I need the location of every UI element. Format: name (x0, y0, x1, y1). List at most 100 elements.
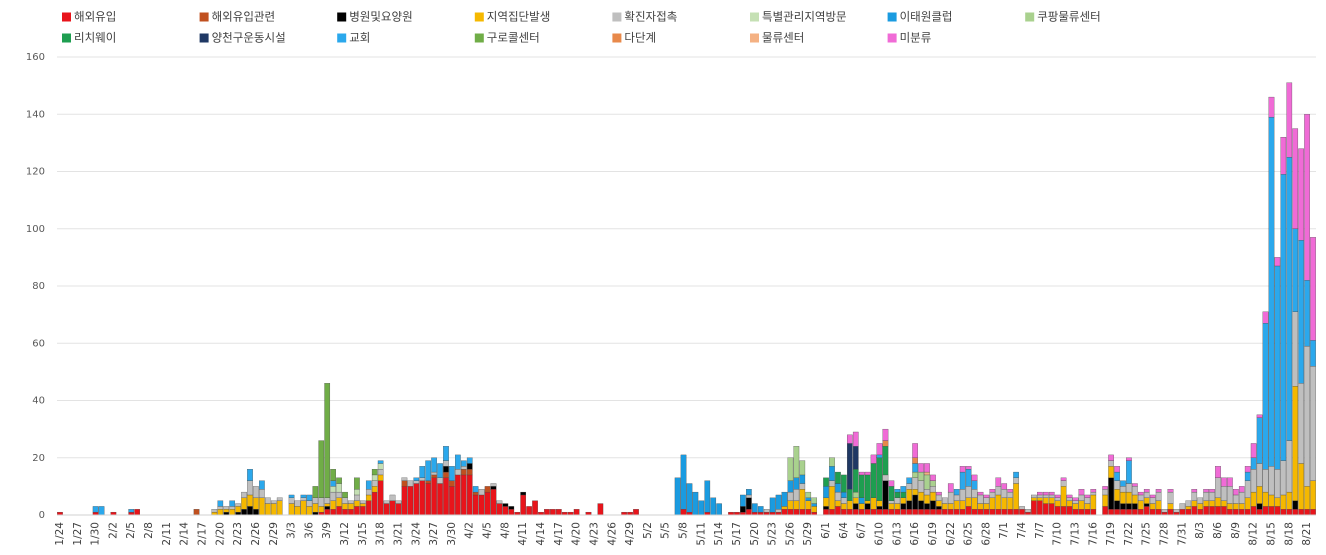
bar-segment (924, 471, 930, 476)
bar-segment (936, 509, 942, 516)
bar-segment (805, 509, 812, 516)
bar-segment (342, 503, 348, 510)
bar-segment (1143, 489, 1150, 493)
bar-segment (1256, 509, 1263, 516)
bar-segment (1048, 503, 1055, 516)
legend-swatch (199, 33, 209, 43)
bar-segment (1037, 494, 1043, 498)
bar-segment (1185, 509, 1192, 516)
bar-segment (995, 509, 1002, 516)
bar-segment (472, 486, 479, 493)
bar-segment (330, 486, 336, 493)
bar-segment (478, 489, 485, 496)
x-tick-label: 5/14 (713, 522, 725, 546)
bar-segment (781, 506, 788, 510)
bar-segment (1114, 500, 1120, 510)
x-tick-label: 8/12 (1248, 522, 1260, 546)
bar-segment (1161, 509, 1168, 513)
x-tick-label: 2/8 (143, 522, 155, 539)
bar-segment (930, 509, 936, 516)
bar-segment (1031, 500, 1037, 516)
bar-segment (1037, 497, 1043, 501)
bar-segment (460, 460, 467, 467)
bar-segment (1042, 497, 1049, 504)
bar-segment (965, 469, 972, 487)
bar-segment (294, 506, 301, 516)
bar-segment (354, 489, 360, 496)
legend-swatch (612, 12, 622, 22)
bar-segment (864, 500, 871, 504)
bar-segment (1066, 506, 1073, 516)
bar-segment (852, 446, 859, 470)
bar-segment (437, 483, 443, 516)
bar-segment (882, 480, 889, 510)
bar-segment (1120, 486, 1126, 493)
legend-label: 해외유입관련 (212, 10, 275, 24)
bar-segment (1031, 497, 1037, 501)
bar-segment (449, 480, 455, 487)
bar-segment (377, 474, 384, 481)
bar-segment (870, 509, 877, 516)
bar-segment (1280, 494, 1287, 510)
bar-segment (312, 503, 319, 513)
bar-segment (383, 503, 390, 516)
bar-segment (1167, 503, 1174, 510)
x-tick-label: 2/11 (161, 522, 173, 546)
x-tick-label: 4/8 (499, 522, 511, 539)
bar-segment (1244, 466, 1251, 473)
bar-segment (389, 500, 396, 516)
x-tick-label: 3/3 (286, 522, 298, 539)
bar-segment (419, 466, 426, 478)
bar-segment (1167, 509, 1174, 516)
bar-segment (193, 509, 200, 516)
bar-segment (983, 494, 990, 498)
legend-label: 미분류 (900, 31, 932, 45)
bar-segment (1072, 497, 1079, 501)
bar-segment (959, 500, 966, 510)
bar-segment (484, 491, 491, 516)
x-tick-label: 6/28 (980, 522, 992, 546)
bar-segment (1256, 463, 1263, 487)
bar-segment (1149, 503, 1156, 510)
bar-segment (466, 469, 473, 476)
bar-segment (437, 477, 443, 484)
bar-segment (740, 506, 746, 513)
bar-segment (876, 500, 883, 507)
bar-segment (247, 469, 253, 481)
bar-segment (223, 509, 230, 513)
bar-segment (841, 497, 847, 504)
y-tick-label: 140 (26, 109, 45, 120)
bar-segment (1155, 489, 1162, 493)
legend-swatch (337, 12, 347, 22)
bar-segment (1013, 477, 1019, 484)
bar-segment (900, 503, 907, 510)
bar-segment (965, 466, 972, 470)
bar-segment (253, 509, 259, 516)
legend-swatch (474, 33, 484, 43)
bar-segment (1209, 506, 1215, 516)
bar-segment (959, 509, 966, 516)
bar-segment (425, 480, 431, 484)
legend-label: 해외유입 (74, 10, 116, 24)
x-tick-label: 7/19 (1105, 522, 1117, 546)
bar-segment (894, 509, 901, 516)
x-tick-label: 6/4 (838, 522, 850, 539)
legend-swatch (62, 33, 71, 43)
bar-segment (888, 509, 895, 516)
bar-segment (1304, 280, 1310, 347)
bar-segment (870, 454, 877, 464)
bar-segment (918, 500, 924, 510)
bar-segment (371, 469, 378, 476)
x-tick-label: 7/7 (1034, 522, 1046, 539)
bar-segment (1203, 500, 1209, 507)
bar-segment (1191, 506, 1198, 516)
bar-segment (746, 509, 752, 516)
bar-segment (306, 500, 313, 507)
bar-segment (698, 500, 705, 516)
bar-segment (1048, 494, 1055, 498)
bar-segment (811, 503, 818, 507)
bar-segment (1037, 491, 1043, 496)
x-tick-label: 5/17 (731, 522, 743, 546)
x-tick-label: 4/20 (571, 522, 583, 546)
bar-segment (211, 509, 218, 513)
